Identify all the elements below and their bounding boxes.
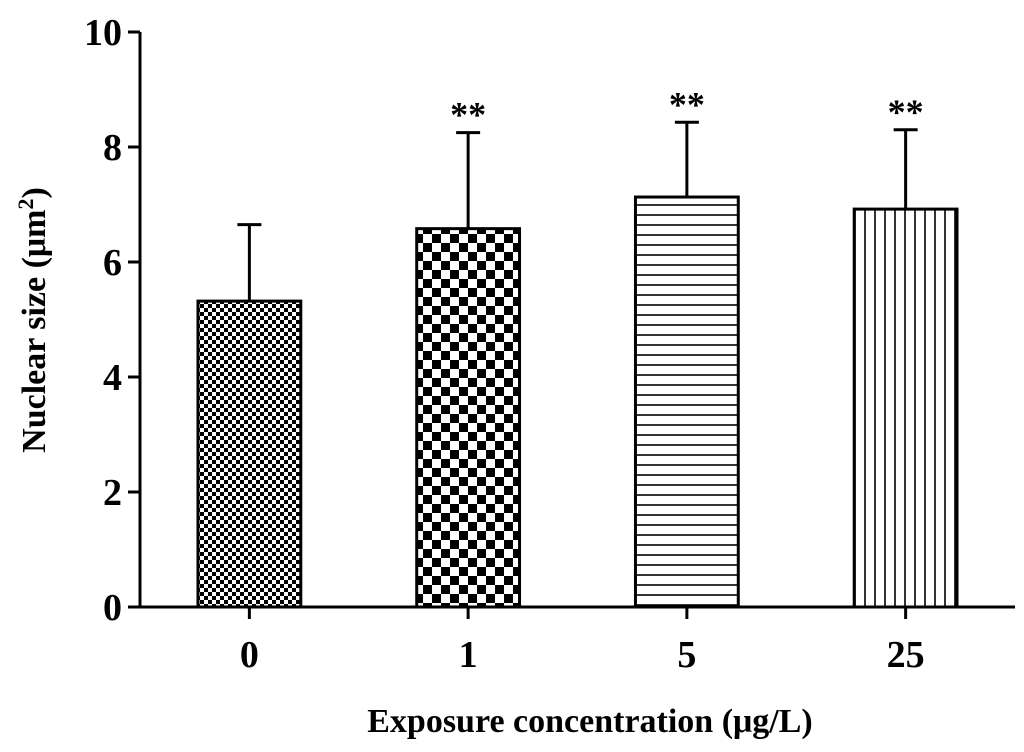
significance-label: ** — [888, 92, 924, 132]
bar — [633, 195, 740, 609]
bar — [415, 227, 522, 609]
y-axis-title: Nuclear size (μm2) — [13, 187, 53, 453]
y-tick-label: 4 — [103, 357, 122, 399]
y-tick-label: 0 — [103, 587, 122, 629]
bar — [196, 299, 303, 609]
x-tick-label: 1 — [459, 634, 478, 676]
y-tick-label: 8 — [103, 127, 122, 169]
x-tick-label: 0 — [240, 634, 259, 676]
x-axis: 0 1 5 25 — [140, 605, 1015, 676]
y-tick-label: 10 — [84, 12, 122, 54]
y-axis: 0 2 4 6 8 10 — [84, 12, 142, 629]
x-tick-label: 5 — [677, 634, 696, 676]
y-tick-label: 6 — [103, 242, 122, 284]
y-axis-title-main: Nuclear size (μm — [16, 209, 53, 452]
y-axis-title-superscript: 2 — [13, 198, 38, 209]
x-axis-title: Exposure concentration (μg/L) — [367, 703, 813, 740]
bar — [852, 207, 959, 609]
x-tick-label: 25 — [887, 634, 925, 676]
significance-label: ** — [669, 84, 705, 124]
y-tick-label: 2 — [103, 472, 122, 514]
y-axis-title-end: ) — [16, 187, 53, 198]
bars-group: ** ** ** — [196, 84, 959, 609]
significance-label: ** — [450, 95, 486, 135]
